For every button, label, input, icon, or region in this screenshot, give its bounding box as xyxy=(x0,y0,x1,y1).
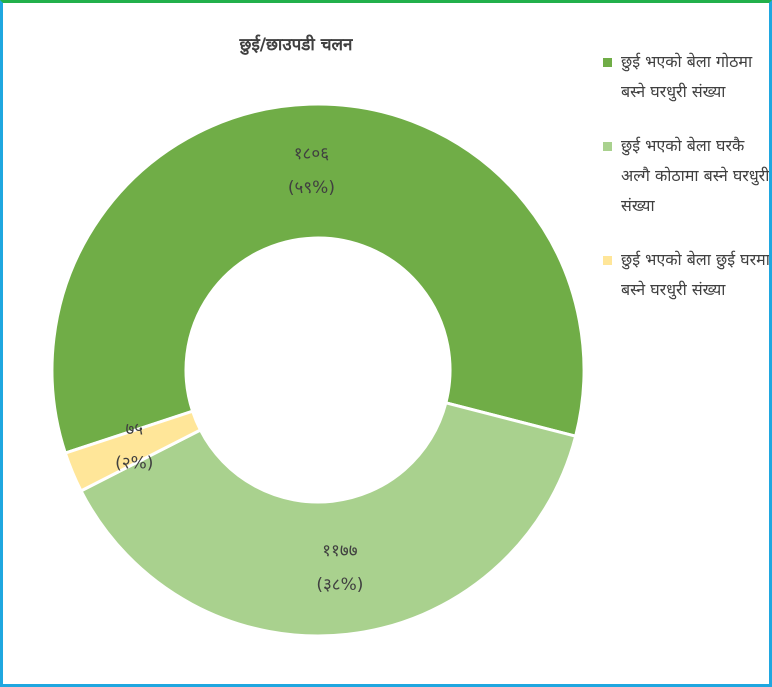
percent-label: (२%) xyxy=(115,454,153,474)
data-label: ७५ xyxy=(125,420,143,440)
legend-item: छुई भएको बेला घरकै अल्गै कोठामा बस्ने घर… xyxy=(601,131,770,221)
legend-label: छुई भएको बेला छुई घरमा बस्ने घरधुरी संख्… xyxy=(621,250,770,299)
legend-swatch xyxy=(603,58,612,67)
chart-svg: छुई/छाउपडी चलन १८०६ (५९%) ११७७ (३८%) ७५ (२%) xyxy=(50,34,586,638)
data-label: १८०६ xyxy=(294,144,330,164)
donut-slice xyxy=(63,409,203,493)
donut-slice xyxy=(79,401,578,638)
legend-item: छुई भएको बेला गोठमा बस्ने घरधुरी संख्या xyxy=(601,47,769,107)
chart-title: छुई/छाउपडी चलन xyxy=(239,34,354,55)
percent-label: (५९%) xyxy=(288,178,335,198)
legend: छुई भएको बेला गोठमा बस्ने घरधुरी संख्या छ… xyxy=(601,47,770,329)
legend-label: छुई भएको बेला गोठमा बस्ने घरधुरी संख्या xyxy=(621,52,753,101)
legend-swatch xyxy=(603,142,612,151)
legend-item: छुई भएको बेला छुई घरमा बस्ने घरधुरी संख्… xyxy=(601,245,770,305)
legend-label: छुई भएको बेला घरकै अल्गै कोठामा बस्ने घर… xyxy=(621,136,770,215)
percent-label: (३८%) xyxy=(316,575,363,595)
legend-swatch xyxy=(603,256,612,265)
donut-slice xyxy=(50,102,586,455)
data-label: ११७७ xyxy=(322,541,358,561)
